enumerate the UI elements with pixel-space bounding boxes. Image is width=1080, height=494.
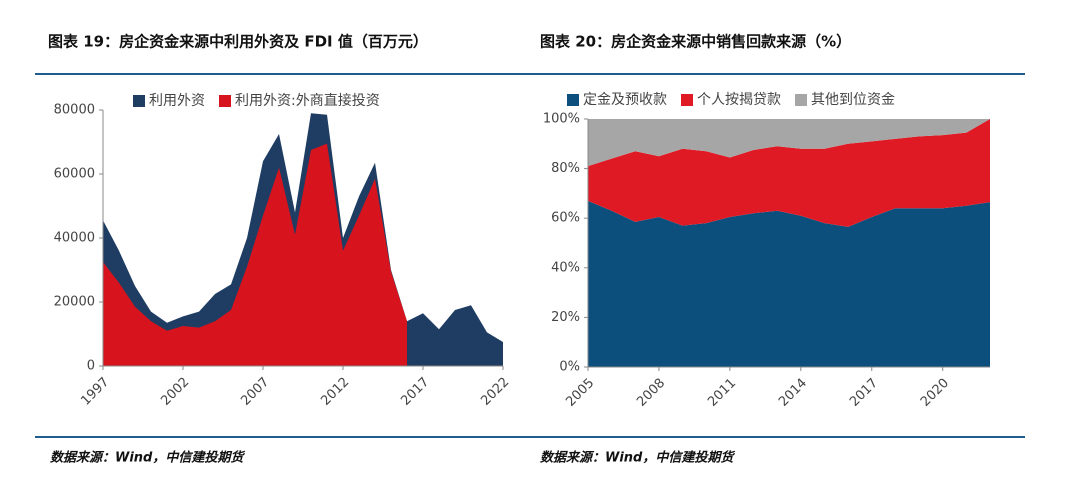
legend-swatch (681, 94, 693, 106)
x-tick-label: 2008 (634, 376, 668, 410)
area (588, 200, 990, 367)
x-tick-label: 2017 (847, 376, 881, 410)
legend-label: 利用外资:外商直接投资 (235, 92, 380, 109)
y-tick-label: 60000 (54, 167, 95, 182)
legend-label: 利用外资 (149, 93, 205, 109)
y-tick-label: 100% (543, 112, 580, 127)
x-tick-label: 2007 (238, 375, 272, 409)
y-tick-label: 20000 (54, 295, 95, 310)
chart-title: 图表 19：房企资金来源中利用外资及 FDI 值（百万元） (48, 33, 428, 51)
area (588, 119, 990, 227)
legend-swatch (795, 94, 807, 106)
y-tick-label: 0 (87, 359, 95, 374)
y-tick-label: 40000 (54, 231, 95, 246)
x-tick-label: 2017 (398, 375, 432, 409)
legend-swatch (567, 94, 579, 106)
chart-title: 图表 20：房企资金来源中销售回款来源（%） (540, 33, 851, 51)
y-tick-label: 0% (559, 360, 580, 375)
legend-swatch (133, 95, 145, 107)
x-tick-label: 2022 (478, 375, 512, 409)
legend-label: 其他到位资金 (811, 92, 895, 108)
x-tick-label: 2005 (563, 376, 597, 410)
x-tick-label: 2014 (776, 376, 810, 410)
x-tick-label: 2020 (918, 376, 952, 410)
x-tick-label: 2011 (705, 376, 739, 410)
x-tick-label: 2012 (318, 375, 352, 409)
source: 数据来源：Wind，中信建投期货 (540, 450, 735, 466)
legend-label: 定金及预收款 (583, 92, 667, 108)
y-tick-label: 20% (551, 310, 580, 325)
source: 数据来源：Wind，中信建投期货 (50, 450, 245, 466)
y-tick-label: 40% (551, 260, 580, 275)
area (588, 119, 990, 167)
legend-label: 个人按揭贷款 (697, 92, 781, 108)
x-tick-label: 1997 (78, 375, 112, 409)
area (103, 143, 407, 366)
y-tick-label: 60% (551, 211, 580, 226)
y-tick-label: 80% (551, 161, 580, 176)
x-tick-label: 2002 (158, 375, 192, 409)
y-tick-label: 80000 (54, 103, 95, 118)
legend-swatch (219, 95, 231, 107)
